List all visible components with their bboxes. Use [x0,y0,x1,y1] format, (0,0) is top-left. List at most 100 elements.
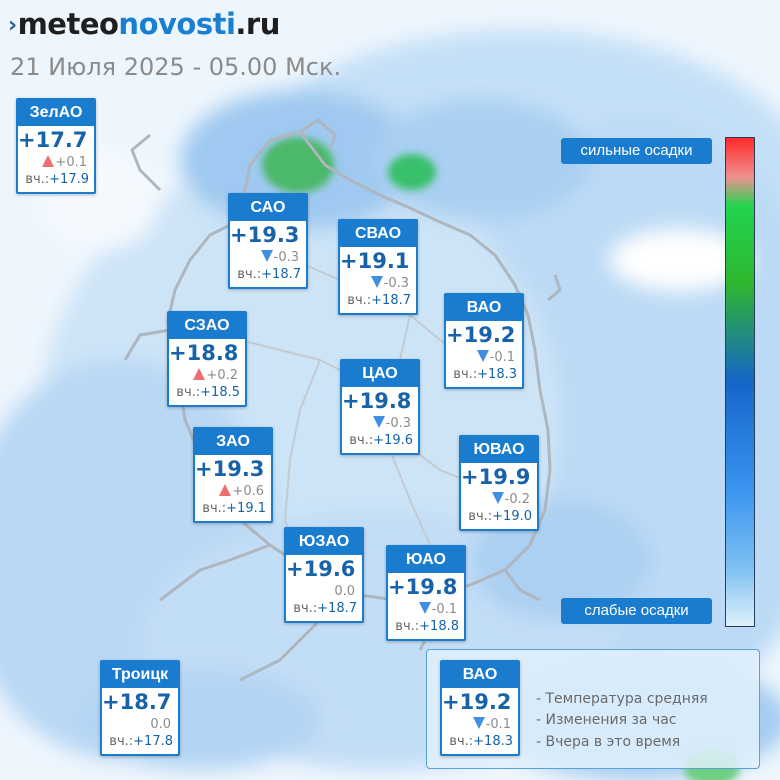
legend-sample-card: ВАО +19.2 -0.1 вч.:+18.3 [440,660,520,756]
district-card-zelao[interactable]: ЗелАО +17.7 +0.1 вч.:+17.9 [16,98,96,194]
district-card-yuvao[interactable]: ЮВАО +19.9 -0.2 вч.:+19.0 [459,435,539,531]
district-temperature: +19.2 [442,690,512,714]
district-card-zao[interactable]: ЗАО +19.3 +0.6 вч.:+19.1 [193,427,273,523]
district-name: ВАО [442,662,518,688]
yesterday-label: вч.: [202,501,227,516]
yesterday-value: +18.8 [419,619,459,634]
hourly-change-value: +0.2 [206,368,238,383]
district-name: Троицк [102,662,178,688]
yesterday-label: вч.: [453,367,478,382]
yesterday-value: +18.5 [200,385,240,400]
yesterday-temperature: вч.:+18.7 [340,292,416,310]
trend-down-icon [476,350,489,362]
trend-down-icon [472,717,485,729]
hourly-change-value: 0.0 [150,717,171,732]
district-temperature: +19.2 [446,323,516,347]
yesterday-label: вч.: [449,734,474,749]
yesterday-temperature: вч.:+19.1 [195,500,271,518]
yesterday-temperature: вч.:+18.8 [388,618,464,636]
hourly-change: -0.1 [446,349,522,366]
district-name: ЗелАО [18,100,94,126]
yesterday-label: вч.: [109,734,134,749]
yesterday-value: +19.1 [226,501,266,516]
district-name: ВАО [446,295,522,321]
hourly-change-value: -0.3 [385,416,411,431]
yesterday-label: вч.: [293,601,318,616]
yesterday-temperature: вч.:+18.7 [286,600,362,618]
yesterday-temperature: вч.:+18.5 [169,384,245,402]
legend-item-yesterday: - Вчера в это время [536,734,681,750]
brand-mark-icon: › [8,13,17,38]
yesterday-label: вч.: [25,172,50,187]
yesterday-value: +17.9 [49,172,89,187]
district-temperature: +19.3 [230,223,300,247]
forecast-date-time: 21 Июля 2025 - 05.00 Мск. [10,53,342,81]
hourly-change: -0.1 [388,601,464,618]
district-card-cao[interactable]: ЦАО +19.8 -0.3 вч.:+19.6 [340,359,420,455]
district-temperature: +19.9 [461,465,531,489]
hourly-change-value: -0.3 [383,276,409,291]
hourly-change-value: +0.1 [55,155,87,170]
yesterday-label: вч.: [176,385,201,400]
district-temperature: +19.3 [195,457,265,481]
yesterday-value: +19.6 [373,433,413,448]
district-card-vao[interactable]: ВАО +19.2 -0.1 вч.:+18.3 [444,293,524,389]
district-temperature: +19.8 [388,575,458,599]
hourly-change: -0.3 [342,415,418,432]
yesterday-temperature: вч.:+18.3 [442,733,518,751]
hourly-change: +0.2 [169,367,245,384]
trend-up-icon [42,155,55,167]
yesterday-temperature: вч.:+17.9 [18,171,94,189]
yesterday-value: +18.7 [261,267,301,282]
district-temperature: +19.8 [342,389,412,413]
yesterday-value: +19.0 [492,509,532,524]
brand-part-meteo: meteo [17,7,119,41]
yesterday-temperature: вч.:+17.8 [102,733,178,751]
brand-part-domain: .ru [235,7,280,41]
hourly-change-value: -0.3 [273,250,299,265]
hourly-change-value: -0.1 [489,350,515,365]
district-temperature: +19.6 [286,557,356,581]
hourly-change-value: -0.1 [431,602,457,617]
district-card-sao[interactable]: САО +19.3 -0.3 вч.:+18.7 [228,193,308,289]
district-card-yuzao[interactable]: ЮЗАО +19.6 0.0 вч.:+18.7 [284,527,364,623]
trend-down-icon [370,276,383,288]
hourly-change: -0.1 [442,716,518,733]
yesterday-value: +18.7 [371,293,411,308]
hourly-change: +0.1 [18,154,94,171]
district-name: ЦАО [342,361,418,387]
yesterday-temperature: вч.:+18.3 [446,366,522,384]
hourly-change: -0.3 [340,275,416,292]
district-card-szao[interactable]: СЗАО +18.8 +0.2 вч.:+18.5 [167,311,247,407]
scale-label-heavy: сильные осадки [561,138,712,164]
yesterday-temperature: вч.:+19.6 [342,432,418,450]
district-card-yuao[interactable]: ЮАО +19.8 -0.1 вч.:+18.8 [386,545,466,641]
district-name: СВАО [340,221,416,247]
yesterday-label: вч.: [237,267,262,282]
hourly-change: +0.6 [195,483,271,500]
hourly-change: 0.0 [102,716,178,733]
district-name: ЮЗАО [286,529,362,555]
district-temperature: +19.1 [340,249,410,273]
yesterday-value: +17.8 [133,734,173,749]
trend-down-icon [491,492,504,504]
trend-up-icon [193,368,206,380]
trend-down-icon [260,250,273,262]
brand-logo[interactable]: ›meteonovosti.ru [8,6,280,44]
hourly-change: -0.2 [461,491,537,508]
district-temperature: +18.8 [169,341,239,365]
district-card-troitsk[interactable]: Троицк +18.7 0.0 вч.:+17.8 [100,660,180,756]
district-temperature: +18.7 [102,690,172,714]
brand-part-novosti: novosti [118,7,236,41]
hourly-change-value: -0.2 [504,492,530,507]
district-card-svao[interactable]: СВАО +19.1 -0.3 вч.:+18.7 [338,219,418,315]
hourly-change-value: 0.0 [334,584,355,599]
hourly-change: -0.3 [230,249,306,266]
trend-down-icon [418,602,431,614]
trend-down-icon [372,416,385,428]
yesterday-label: вч.: [395,619,420,634]
yesterday-label: вч.: [349,433,374,448]
scale-label-light: слабые осадки [561,598,712,624]
hourly-change-value: -0.1 [485,717,511,732]
